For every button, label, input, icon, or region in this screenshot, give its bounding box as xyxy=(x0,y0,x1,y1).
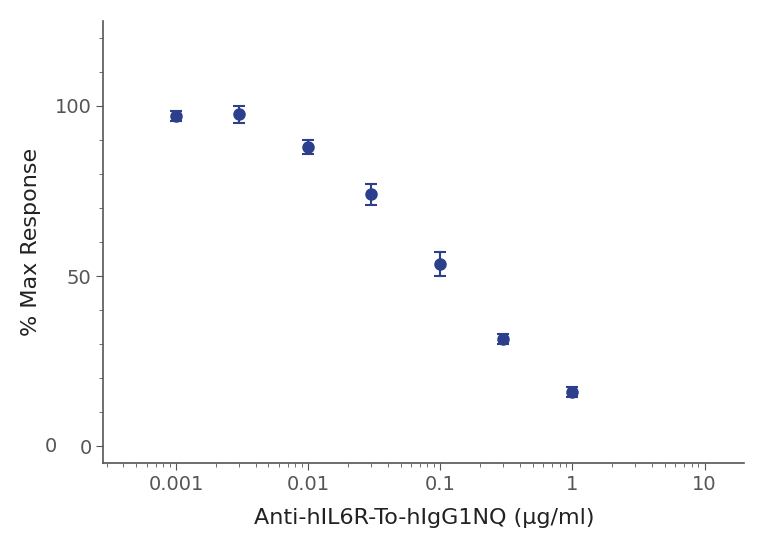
Y-axis label: % Max Response: % Max Response xyxy=(21,148,41,336)
Text: 0: 0 xyxy=(44,437,57,456)
X-axis label: Anti-hIL6R-To-hIgG1NQ (μg/ml): Anti-hIL6R-To-hIgG1NQ (μg/ml) xyxy=(253,508,594,528)
